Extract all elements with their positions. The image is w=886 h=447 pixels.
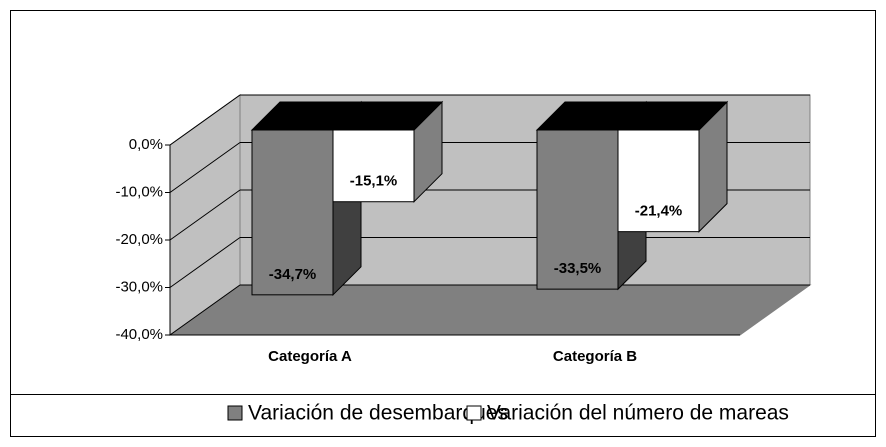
grid-line-side <box>169 237 241 288</box>
x-tick-label: Categoría B <box>553 348 637 365</box>
value-label: -15,1% <box>350 173 398 190</box>
legend-label: Variación de desembarques <box>248 402 508 425</box>
grid-line-side <box>169 284 241 336</box>
legend-swatch <box>466 405 482 421</box>
bar <box>617 129 700 233</box>
grid-line-side <box>169 142 241 193</box>
y-tick-label: -20,0% <box>115 231 163 248</box>
y-tick-label: 0,0% <box>129 136 163 153</box>
legend-label: Variación del número de mareas <box>487 402 789 425</box>
x-tick-label: Categoría A <box>268 348 352 365</box>
bar <box>536 129 619 290</box>
value-label: -34,7% <box>269 266 317 283</box>
grid-line-side <box>169 189 241 241</box>
bar <box>251 129 334 296</box>
value-label: -33,5% <box>554 260 602 277</box>
y-tick-label: -10,0% <box>115 183 163 200</box>
y-tick-label: -40,0% <box>115 326 163 343</box>
bar <box>332 129 415 203</box>
legend-swatch <box>227 405 243 421</box>
y-tick-label: -30,0% <box>115 278 163 295</box>
value-label: -21,4% <box>635 203 683 220</box>
grid-line-side <box>169 94 241 146</box>
